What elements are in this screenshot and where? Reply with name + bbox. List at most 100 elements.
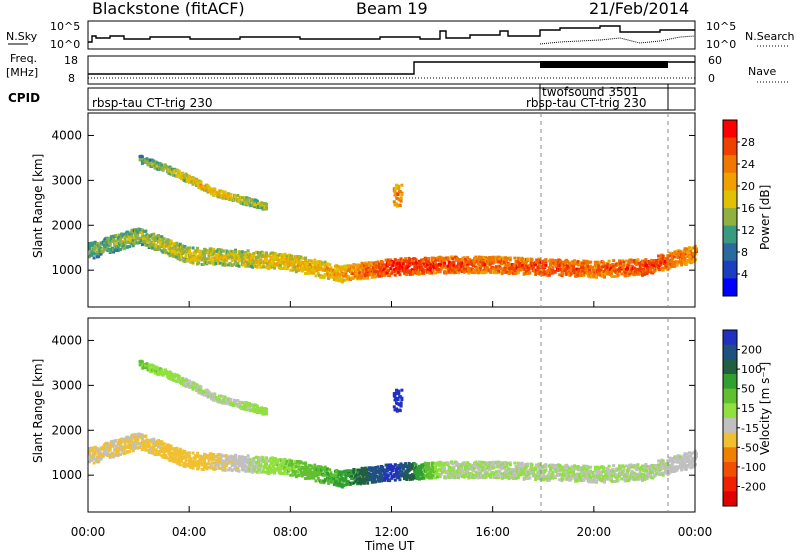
power-cell [338, 276, 342, 280]
velocity-cell [215, 462, 219, 466]
power-cell [478, 266, 482, 270]
power-cell [398, 204, 402, 208]
power-cell [454, 258, 458, 262]
velocity-cell [259, 463, 263, 467]
power-cell [259, 258, 263, 262]
power-cell [338, 272, 342, 276]
power-cell [176, 257, 180, 261]
power-cell [132, 242, 136, 246]
velocity-cell [443, 466, 447, 470]
velocity-cell [414, 469, 418, 473]
power-cell [503, 260, 506, 264]
power-cell [137, 236, 141, 240]
velocity-cell [475, 465, 479, 469]
power-cell [641, 260, 644, 264]
power-cell [175, 175, 179, 178]
power-cell [678, 256, 682, 260]
velocity-cell [370, 472, 374, 476]
power-cell [245, 256, 249, 260]
velocity-cell [116, 441, 120, 445]
power-cell [565, 267, 569, 271]
power-cell [392, 200, 396, 204]
velocity-cell [189, 457, 193, 461]
power-cell [422, 270, 426, 274]
velocity-cell [270, 470, 274, 474]
power-cell [659, 262, 663, 266]
power-cell [201, 250, 205, 254]
power-cell [468, 258, 472, 262]
power-cell [199, 183, 203, 187]
velocity-cell [344, 475, 348, 479]
power-cell [268, 259, 272, 263]
power-cell [508, 263, 512, 267]
power-cell [223, 190, 227, 194]
velocity-cell [184, 458, 188, 462]
power-cell [626, 265, 629, 269]
velocity-cell [322, 473, 326, 477]
velocity-cell [411, 473, 414, 477]
power-cell [236, 194, 240, 197]
power-cell [416, 263, 420, 267]
velocity-cell [177, 460, 181, 464]
velocity-cell [102, 448, 106, 452]
velocity-cell [485, 472, 489, 476]
velocity-cell [337, 470, 341, 474]
power-cell [378, 271, 382, 275]
velocity-cell [488, 464, 492, 468]
velocity-cell [498, 470, 502, 474]
power-cell [560, 263, 564, 267]
power-cell [211, 256, 214, 260]
power-cell [622, 263, 626, 267]
power-cell [658, 268, 662, 272]
velocity-cell [343, 471, 347, 475]
power-cell [122, 244, 126, 247]
power-cell [416, 270, 420, 274]
velocity-cell [363, 466, 367, 470]
power-cell [349, 264, 352, 268]
power-cell [542, 263, 546, 267]
power-cell [421, 260, 425, 264]
velocity-cell [455, 471, 459, 475]
power-cell [177, 252, 181, 256]
velocity-cell [125, 435, 129, 439]
velocity-cell [248, 464, 252, 468]
power-cell [181, 172, 185, 176]
velocity-cell [193, 456, 197, 460]
velocity-cell [389, 472, 393, 475]
power-cell [323, 260, 327, 264]
power-cell [668, 253, 672, 257]
power-cell [167, 243, 171, 246]
power-cell [176, 246, 180, 250]
power-cell [374, 275, 378, 279]
power-cell [601, 261, 605, 265]
power-cell [561, 260, 565, 264]
power-cell [465, 267, 469, 271]
velocity-cell [120, 440, 124, 444]
velocity-cell [113, 444, 117, 448]
power-cell [638, 264, 642, 268]
power-cell [406, 261, 410, 265]
power-cell [222, 193, 226, 197]
power-cell [169, 239, 173, 243]
velocity-cell [284, 467, 288, 471]
power-cell [508, 258, 512, 262]
power-cell [476, 257, 480, 261]
power-cell [199, 250, 203, 254]
velocity-cell [175, 446, 179, 450]
velocity-cell [271, 465, 275, 468]
velocity-cell [147, 443, 151, 447]
velocity-cell [192, 461, 196, 465]
velocity-cell [455, 462, 459, 466]
velocity-cell [404, 462, 408, 466]
power-cell [397, 271, 401, 274]
velocity-cell [170, 455, 174, 459]
power-cell [443, 261, 447, 265]
power-cell [603, 275, 606, 279]
velocity-cell [331, 480, 335, 484]
power-cell [604, 267, 608, 271]
velocity-cell [495, 470, 498, 474]
power-cell [128, 245, 132, 249]
power-cell [223, 254, 227, 258]
velocity-cell [207, 458, 211, 462]
velocity-cell [169, 444, 173, 448]
